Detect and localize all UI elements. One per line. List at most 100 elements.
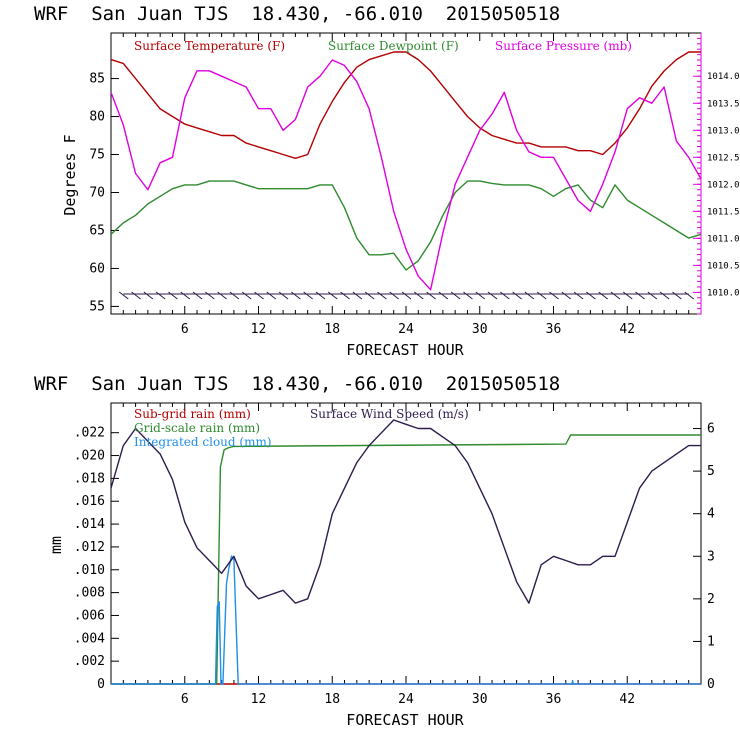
x-tick-label: 6 xyxy=(181,692,189,707)
y-tick-label: 70 xyxy=(89,185,105,200)
x-tick-label: 6 xyxy=(181,322,189,337)
y2-tick-label: 1013.5 xyxy=(707,99,740,109)
wind-barb xyxy=(327,291,338,300)
wind-barb xyxy=(254,291,264,300)
x-tick-label: 12 xyxy=(251,322,267,337)
y-tick-label: .002 xyxy=(74,654,105,669)
wind-barb xyxy=(573,291,584,300)
x-tick-label: 18 xyxy=(324,322,340,337)
y2-tick-label: 3 xyxy=(707,549,715,564)
y2-tick-label: 6 xyxy=(707,422,715,437)
y2-tick-label: 1011.5 xyxy=(707,207,740,217)
panel-2-x-axis-label: FORECAST HOUR xyxy=(346,711,464,729)
y2-tick-label: 1012.5 xyxy=(707,153,740,163)
y2-tick-label: 5 xyxy=(707,464,715,479)
wind-barb xyxy=(155,291,166,300)
wind-barb xyxy=(610,291,621,300)
series-line-surface-dewpoint-f xyxy=(110,180,702,271)
wind-barb xyxy=(659,291,670,300)
wind-barb xyxy=(450,291,461,300)
legend-grid-scale-rain: Grid-scale rain (mm) xyxy=(134,421,260,435)
x-tick-label: 42 xyxy=(619,692,635,707)
y-tick-label: 80 xyxy=(89,110,105,125)
y2-tick-label: 1012.0 xyxy=(707,180,740,190)
panel-1-title: WRF San Juan TJS 18.430, -66.010 2015050… xyxy=(34,3,560,25)
y-tick-label: 55 xyxy=(89,299,105,314)
x-tick-label: 12 xyxy=(251,692,267,707)
wind-barb xyxy=(229,291,240,300)
wind-barb xyxy=(168,291,178,300)
y-tick-label: 60 xyxy=(89,261,105,276)
y2-tick-label: 1014.0 xyxy=(707,72,740,82)
y-tick-label: .004 xyxy=(74,631,105,646)
legend-surface-pressure: Surface Pressure (mb) xyxy=(495,39,632,53)
legend-sub-grid-rain: Sub-grid rain (mm) xyxy=(134,407,251,421)
y-tick-label: .010 xyxy=(74,563,105,578)
wind-barb xyxy=(340,291,350,300)
temperature-panel: WRF San Juan TJS 18.430, -66.010 2015050… xyxy=(34,3,740,359)
wind-barb xyxy=(205,291,215,300)
y2-tick-label: 1013.0 xyxy=(707,126,740,136)
wind-barb xyxy=(524,291,535,300)
x-tick-label: 30 xyxy=(472,322,488,337)
panel-2-y-ticks: 0 .002 .004 .006 .008 .010 .012 .014 .016 .018 .02… xyxy=(74,426,119,692)
wind-barb xyxy=(291,291,301,300)
wind-barb xyxy=(278,291,289,300)
y2-tick-label: 4 xyxy=(707,507,715,522)
panel-1-y-axis-label: Degrees F xyxy=(61,134,79,215)
panel-1-series xyxy=(110,51,702,291)
wind-barb xyxy=(635,291,645,300)
series-line-surface-wind-speed-m-s xyxy=(110,419,701,604)
y-tick-label: 0 xyxy=(97,677,105,692)
panel-1-y2-ticks: 1010.0 1010.5 1011.0 1011.5 1012.0 1012.5 1013… xyxy=(693,37,740,315)
wind-barb xyxy=(389,291,400,300)
y-tick-label: .018 xyxy=(74,471,105,486)
y2-tick-label: 1010.0 xyxy=(707,288,740,298)
wind-barb xyxy=(118,291,129,300)
wind-barb xyxy=(647,291,658,300)
wind-barb xyxy=(364,291,375,300)
wind-barb xyxy=(131,291,141,300)
wind-barb xyxy=(438,291,449,300)
wind-barb xyxy=(303,291,313,300)
panel-1-y-ticks: 55 60 65 70 75 80 85 xyxy=(89,72,119,314)
wind-barb xyxy=(475,291,486,300)
y-tick-label: .006 xyxy=(74,608,105,623)
y2-tick-label: 1011.0 xyxy=(707,234,740,244)
x-tick-label: 36 xyxy=(546,692,562,707)
x-tick-label: 36 xyxy=(546,322,562,337)
y-tick-label: 75 xyxy=(89,148,105,163)
wind-barb xyxy=(684,291,695,300)
series-line-surface-pressure-mb xyxy=(110,59,702,291)
series-line-grid-scale-rain-mm xyxy=(111,434,701,685)
wind-barb xyxy=(586,291,596,300)
y2-tick-label: 1010.5 xyxy=(707,261,740,271)
wind-barbs xyxy=(118,291,695,300)
wind-barb xyxy=(500,291,510,300)
x-tick-label: 42 xyxy=(619,322,635,337)
wind-barb xyxy=(352,291,363,300)
panel-1-x-axis-label: FORECAST HOUR xyxy=(346,341,464,359)
series-line-surface-temperature-f xyxy=(110,51,701,160)
x-tick-label: 30 xyxy=(472,692,488,707)
legend-surface-temperature: Surface Temperature (F) xyxy=(134,39,285,53)
y-tick-label: .022 xyxy=(74,426,105,441)
wind-barb xyxy=(487,291,498,300)
wind-barb xyxy=(217,291,227,300)
panel-2-y2-ticks: 0 1 2 3 4 5 6 xyxy=(693,422,715,692)
wind-barb xyxy=(315,291,326,300)
series-line-integrated-cloud-mm xyxy=(111,555,701,685)
y2-tick-label: 1 xyxy=(707,634,715,649)
wind-barb xyxy=(622,291,633,300)
x-tick-label: 24 xyxy=(398,692,414,707)
panel-2-y-axis-label: mm xyxy=(47,536,65,554)
legend-integrated-cloud: Integrated cloud (mm) xyxy=(134,435,272,449)
y-tick-label: .008 xyxy=(74,586,105,601)
y2-tick-label: 0 xyxy=(707,677,715,692)
wind-barb xyxy=(561,291,572,300)
y-tick-label: .014 xyxy=(74,517,105,532)
panel-1-frame xyxy=(110,32,702,315)
panel-1-x-ticks: 6 12 18 24 30 36 42 xyxy=(122,33,690,337)
panel-2-title: WRF San Juan TJS 18.430, -66.010 2015050… xyxy=(34,373,560,395)
y-tick-label: .012 xyxy=(74,540,105,555)
